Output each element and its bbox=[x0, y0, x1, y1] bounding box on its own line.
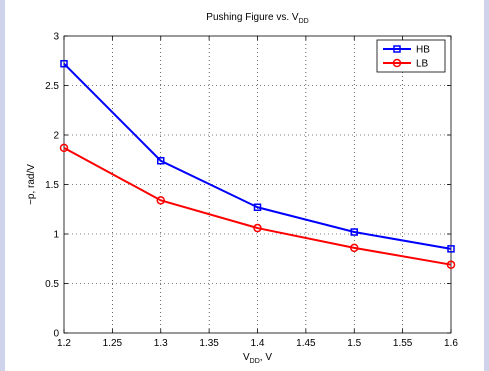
x-tick-label: 1.6 bbox=[444, 338, 458, 349]
legend-label-hb: HB bbox=[416, 45, 430, 56]
data-point-lb bbox=[59, 143, 69, 153]
legend-box bbox=[376, 39, 446, 73]
x-tick-label: 1.25 bbox=[103, 338, 123, 349]
x-tick-label: 1.2 bbox=[57, 338, 71, 349]
data-point-lb bbox=[253, 223, 262, 233]
legend: HB LB bbox=[376, 39, 446, 73]
x-tick-label: 1.5 bbox=[347, 338, 361, 349]
y-tick-label: 0 bbox=[53, 329, 59, 340]
x-tick-label: 1.3 bbox=[154, 338, 168, 349]
legend-marker-lb bbox=[392, 58, 402, 68]
y-tick-label: 2 bbox=[53, 131, 59, 142]
series-line-lb bbox=[63, 146, 452, 266]
data-point-lb bbox=[446, 260, 456, 269]
data-point-hb bbox=[157, 156, 165, 165]
data-point-hb bbox=[60, 59, 68, 68]
y-tick-label: 1 bbox=[53, 230, 59, 241]
data-point-hb bbox=[447, 245, 455, 253]
window-frame-left bbox=[0, 0, 5, 371]
x-tick-label: 1.4 bbox=[251, 338, 265, 349]
y-tick-label: 0.5 bbox=[45, 279, 59, 290]
legend-label-lb: LB bbox=[416, 59, 429, 70]
y-axis-label: −p, rad/V bbox=[26, 164, 37, 205]
data-point-lb bbox=[156, 196, 165, 205]
x-axis-label: VDD, V bbox=[243, 352, 272, 365]
y-tick-label: 3 bbox=[53, 32, 59, 43]
data-point-hb bbox=[350, 228, 358, 236]
window-frame-right bbox=[484, 0, 489, 371]
y-tick-label: 2.5 bbox=[45, 81, 59, 92]
y-tick-label: 1.5 bbox=[45, 180, 59, 191]
legend-marker-hb bbox=[393, 45, 401, 53]
x-tick-label: 1.35 bbox=[199, 338, 219, 349]
data-point-hb bbox=[253, 203, 262, 212]
chart-title: Pushing Figure vs. VDD bbox=[206, 12, 308, 25]
data-point-lb bbox=[350, 243, 359, 253]
series-line-hb bbox=[63, 63, 452, 250]
x-tick-label: 1.45 bbox=[296, 338, 316, 349]
x-tick-label: 1.55 bbox=[393, 338, 413, 349]
